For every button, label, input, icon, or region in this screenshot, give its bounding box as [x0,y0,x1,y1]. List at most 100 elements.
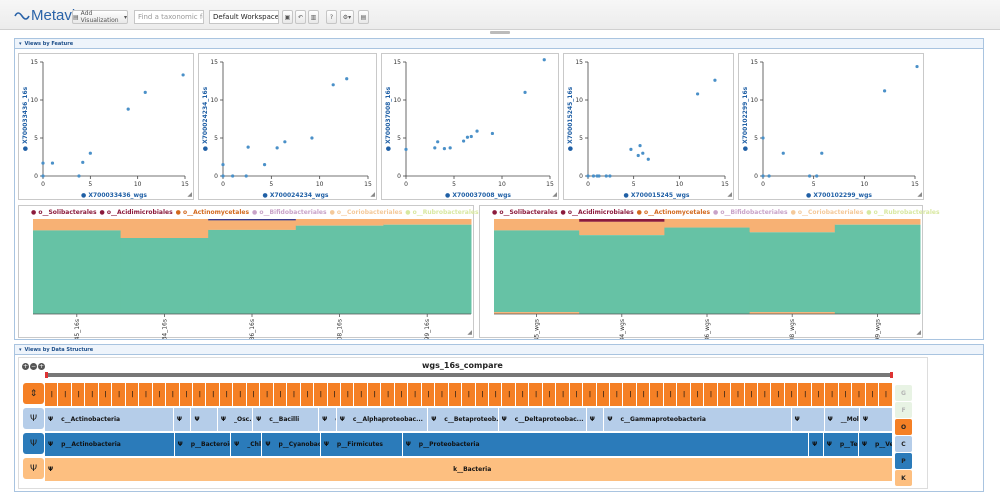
class-cell[interactable]: Ψc... [173,408,192,431]
class-cell[interactable]: Ψ [859,408,893,431]
order-cell[interactable]: | [515,383,530,406]
order-cell[interactable]: | [273,383,288,406]
scatter-plot[interactable]: 0 5 10 15 0 5 10 15 ● X700037008_wgs ● X700037008… [381,53,559,200]
legend-item[interactable]: ● o__Actinomycetales [175,209,250,216]
order-cell[interactable]: | [596,383,611,406]
order-cell[interactable]: | [300,383,315,406]
order-cell[interactable]: | [314,383,328,406]
level-button-o[interactable]: O [895,419,912,435]
order-cell[interactable]: | [542,383,557,406]
order-cell[interactable]: | [690,383,705,406]
workspace-field[interactable]: Default Workspace [209,10,279,24]
stacked-plot-16s[interactable]: ● o__Solibacterales ● o__Acidimicrobiales… [18,205,479,339]
order-cell[interactable]: | [327,383,341,406]
class-level-icon[interactable]: Ψ [23,408,44,429]
order-cell[interactable]: | [139,383,153,406]
settings-button[interactable]: ⚙▾ [340,10,354,24]
order-cell[interactable]: | [583,383,597,406]
order-cell[interactable]: | [879,383,893,406]
views-by-data-structure-header[interactable]: ▾ Views by Data Structure [15,345,983,355]
metaviz-logo[interactable]: Metaviz [14,7,83,24]
scatter-plot[interactable]: 0 5 10 15 0 5 10 15 ● X700024234_wgs ● X700024234… [198,53,377,200]
level-button-p[interactable]: P [895,453,912,469]
order-cell[interactable]: | [71,383,86,406]
order-cell[interactable]: | [529,383,543,406]
order-cell[interactable]: | [704,383,718,406]
phylum-cell[interactable]: Ψp__Teneri... [823,433,859,456]
order-cell[interactable]: | [340,383,355,406]
legend-item[interactable]: ● o__Actinomycetales [636,209,711,216]
level-button-f[interactable]: F [895,402,912,418]
order-cell[interactable]: | [421,383,436,406]
range-handle-right[interactable] [890,372,893,378]
phylum-cell[interactable]: Ψ [809,433,824,456]
order-cell[interactable]: | [98,383,113,406]
resize-handle-icon[interactable]: ◢ [917,191,922,198]
order-cell[interactable]: | [246,383,261,406]
order-cell[interactable]: | [152,383,167,406]
level-button-c[interactable]: C [895,436,912,452]
order-cell[interactable]: | [435,383,449,406]
legend-item[interactable]: ● o__Solibacterales [31,209,97,216]
order-cell[interactable]: | [260,383,274,406]
order-cell[interactable]: | [663,383,678,406]
scatter-plot[interactable]: 0 5 10 15 0 5 10 15 ● X700102299_wgs ● X700102299… [738,53,924,200]
phylum-level-icon[interactable]: Ψ [23,433,44,454]
resize-handle-icon[interactable]: ◢ [727,191,732,198]
class-cell[interactable]: Ψc... [319,408,337,431]
print-button[interactable]: ▤ [358,10,369,24]
help-button[interactable]: ? [326,10,337,24]
phylum-cell[interactable]: Ψp__Cyanobact... [262,433,321,456]
order-cell[interactable]: | [825,383,839,406]
legend-item[interactable]: ● o__Acidimicrobiales [560,209,634,216]
order-cell[interactable]: | [865,383,880,406]
search-input[interactable]: Find a taxonomic feature [134,10,204,24]
zoom-in-icon[interactable]: + [22,363,29,370]
order-cell[interactable]: | [717,383,732,406]
legend-item[interactable]: ● o__Coriobacteriales [329,209,403,216]
order-cell[interactable]: | [206,383,220,406]
class-cell[interactable]: Ψ [191,408,218,431]
phylum-cell[interactable]: Ψ _Chl... [231,433,263,456]
order-cell[interactable]: | [45,383,59,406]
panel-splitter-handle[interactable] [490,31,510,34]
undo-button[interactable]: ↶ [295,10,306,24]
resize-handle-icon[interactable]: ◢ [370,191,375,198]
zoom-reset-icon[interactable]: − [30,363,37,370]
order-cell[interactable]: | [798,383,812,406]
stacked-plot-wgs[interactable]: ● o__Solibacterales ● o__Acidimicrobiales… [479,205,940,339]
order-cell[interactable]: | [771,383,785,406]
order-cell[interactable]: | [852,383,866,406]
level-button-g[interactable]: G [895,385,912,401]
legend-item[interactable]: ● o__Rubrobacterales [866,209,940,216]
order-cell[interactable]: | [125,383,140,406]
order-cell[interactable]: | [569,383,584,406]
order-cell[interactable]: | [731,383,745,406]
views-by-feature-header[interactable]: ▾ Views by Feature [15,39,983,49]
order-cell[interactable]: | [112,383,126,406]
legend-item[interactable]: ● o__Solibacterales [492,209,558,216]
class-cell[interactable]: Ψ __Mol... [824,408,860,431]
order-cell[interactable]: | [650,383,664,406]
order-cell[interactable]: | [179,383,193,406]
class-cell[interactable]: Ψ [791,408,825,431]
order-level-icon[interactable]: ⇕ [23,383,44,404]
phylum-cell[interactable]: Ψp__Bacteroid... [174,433,232,456]
legend-item[interactable]: ● o__Bifidobacteriales [252,209,327,216]
class-cell[interactable]: Ψ _Osc... [217,408,254,431]
order-cell[interactable]: | [394,383,409,406]
zoom-out-icon[interactable]: + [38,363,45,370]
scatter-plot[interactable]: 0 5 10 15 0 5 10 15 ● X700015245_wgs ● X700015245… [563,53,734,200]
range-slider[interactable] [45,372,893,378]
phylum-cell[interactable]: Ψp__Ver... [858,433,893,456]
order-cell[interactable]: | [758,383,772,406]
